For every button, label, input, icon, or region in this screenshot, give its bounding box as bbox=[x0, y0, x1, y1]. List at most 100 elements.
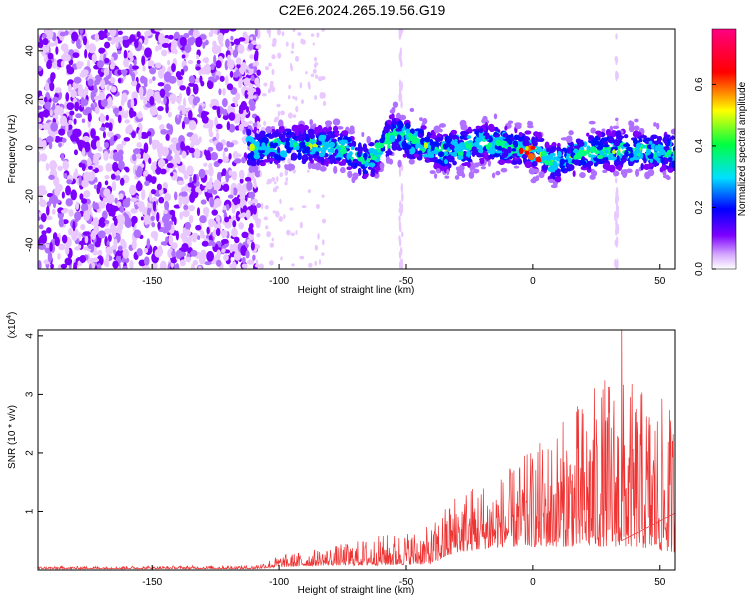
spectrogram-noise-cell bbox=[62, 160, 69, 171]
spectrogram-noise-cell bbox=[140, 216, 144, 221]
spectrogram-noise-cell bbox=[109, 207, 116, 217]
spectrogram-noise-cell bbox=[127, 51, 133, 59]
spectrogram-noise-cell bbox=[289, 207, 294, 211]
spectrogram-signal-cell bbox=[389, 109, 395, 114]
spectrogram-signal-cell bbox=[531, 136, 536, 145]
spectrogram-noise-cell bbox=[104, 180, 109, 186]
spectrogram-noise-cell bbox=[176, 180, 185, 185]
spectrogram-noise-cell bbox=[158, 196, 165, 204]
spectrogram-noise-cell bbox=[88, 165, 93, 170]
spectrogram-signal-cell bbox=[495, 150, 503, 154]
spectrogram-noise-cell bbox=[215, 123, 223, 130]
spectrogram-signal-cell bbox=[446, 168, 450, 176]
spectrogram-signal-cell bbox=[423, 142, 429, 149]
spectrogram-signal-cell bbox=[663, 146, 670, 151]
spectrogram-y-tick-label: -40 bbox=[25, 237, 36, 252]
spectrogram-signal-cell bbox=[536, 131, 542, 140]
spectrogram-noise-cell bbox=[181, 150, 187, 159]
spectrogram-signal-cell bbox=[593, 140, 601, 146]
spectrogram-noise-cell bbox=[84, 86, 89, 97]
spectrogram-signal-cell bbox=[273, 153, 280, 161]
spectrogram-noise-cell bbox=[109, 63, 115, 70]
spectrogram-noise-cell bbox=[39, 153, 48, 162]
spectrogram-noise-cell bbox=[76, 137, 80, 145]
spectrogram-noise-cell bbox=[284, 169, 289, 176]
spectrogram-noise-cell bbox=[265, 225, 269, 230]
spectrogram-noise-cell bbox=[82, 98, 89, 106]
spectrogram-signal-cell bbox=[387, 150, 393, 156]
spectrogram-signal-cell bbox=[460, 123, 468, 131]
spectrogram-noise-cell bbox=[123, 137, 131, 142]
spectrogram-noise-cell bbox=[154, 248, 163, 258]
spectrogram-signal-cell bbox=[268, 157, 276, 162]
spectrogram-signal-cell bbox=[282, 130, 286, 136]
spectrogram-noise-cell bbox=[77, 244, 82, 249]
spectrogram-noise-cell bbox=[149, 96, 155, 106]
spectrogram-noise-cell bbox=[142, 65, 146, 72]
spectrogram-noise-cell bbox=[205, 150, 211, 161]
spectrogram-noise-cell bbox=[188, 205, 196, 212]
spectrogram-noise-cell bbox=[91, 53, 97, 63]
spectrogram-noise-cell bbox=[83, 190, 91, 198]
spectrogram-noise-cell bbox=[152, 110, 159, 115]
spectrogram-noise-cell bbox=[247, 43, 254, 51]
spectrogram-signal-cell bbox=[280, 137, 287, 143]
spectrogram-noise-cell bbox=[229, 243, 234, 254]
spectrogram-noise-cell bbox=[88, 43, 97, 54]
spectrogram-noise-cell bbox=[239, 178, 244, 184]
spectrogram-noise-cell bbox=[63, 172, 68, 179]
spectrogram-noise-cell bbox=[235, 92, 241, 101]
spectrogram-noise-cell bbox=[314, 95, 318, 101]
spectrogram-noise-cell bbox=[72, 52, 80, 59]
spectrogram-noise-cell bbox=[47, 59, 52, 65]
spectrogram-noise-cell bbox=[150, 163, 157, 171]
spectrogram-noise-cell bbox=[217, 158, 223, 164]
spectrogram-noise-cell bbox=[250, 74, 255, 82]
spectrogram-artifact-cell bbox=[615, 218, 618, 229]
spectrogram-signal-cell bbox=[273, 142, 279, 147]
spectrogram-signal-cell bbox=[302, 132, 306, 141]
spectrogram-signal-cell bbox=[363, 152, 368, 159]
spectrogram-signal-cell bbox=[625, 146, 633, 151]
spectrogram-noise-cell bbox=[220, 239, 229, 244]
spectrogram-signal-cell bbox=[346, 152, 350, 161]
spectrogram-noise-cell bbox=[58, 128, 66, 136]
spectrogram-noise-cell bbox=[215, 142, 224, 152]
spectrogram-signal-cell bbox=[449, 144, 455, 150]
spectrogram-noise-cell bbox=[157, 82, 165, 87]
spectrogram-noise-cell bbox=[188, 119, 197, 131]
spectrogram-noise-cell bbox=[196, 207, 201, 217]
spectrogram-noise-cell bbox=[60, 152, 65, 161]
spectrogram-y-ticks: -40 -20 0 20 40 bbox=[25, 45, 43, 252]
spectrogram-noise-cell bbox=[115, 174, 121, 181]
spectrogram-noise-cell bbox=[253, 52, 259, 63]
spectrogram-noise-cell bbox=[226, 203, 230, 210]
spectrogram-signal-cell bbox=[447, 163, 452, 169]
spectrogram-noise-cell bbox=[232, 220, 237, 228]
spectrogram-noise-cell bbox=[179, 85, 186, 91]
spectrogram-noise-cell bbox=[259, 263, 264, 269]
spectrogram-signal-cell bbox=[481, 118, 487, 124]
spectrogram-noise-cell bbox=[92, 216, 100, 227]
spectrogram-noise-cell bbox=[70, 133, 78, 142]
spectrogram-signal-cell bbox=[471, 146, 477, 151]
spectrogram-signal-cell bbox=[524, 160, 532, 169]
spectrogram-noise-cell bbox=[308, 262, 313, 268]
spectrogram-noise-cell bbox=[249, 223, 254, 229]
spectrogram-noise-cell bbox=[184, 43, 192, 53]
spectrogram-noise-cell bbox=[228, 112, 236, 121]
spectrogram-noise-cell bbox=[173, 216, 177, 226]
spectrogram-signal-cell bbox=[358, 148, 363, 155]
spectrogram-noise-cell bbox=[228, 142, 235, 148]
spectrogram-signal-cell bbox=[285, 131, 292, 135]
spectrogram-signal-cell bbox=[527, 153, 535, 161]
spectrogram-noise-cell bbox=[118, 105, 123, 112]
spectrogram-noise-cell bbox=[50, 263, 54, 269]
spectrogram-noise-cell bbox=[103, 150, 109, 161]
spectrogram-noise-cell bbox=[107, 96, 113, 106]
spectrogram-noise-cell bbox=[61, 234, 68, 244]
spectrogram-signal-cell bbox=[276, 163, 281, 169]
spectrogram-signal-cell bbox=[454, 175, 460, 180]
spectrogram-noise-cell bbox=[115, 255, 123, 264]
spectrogram-signal-cell bbox=[259, 130, 266, 136]
